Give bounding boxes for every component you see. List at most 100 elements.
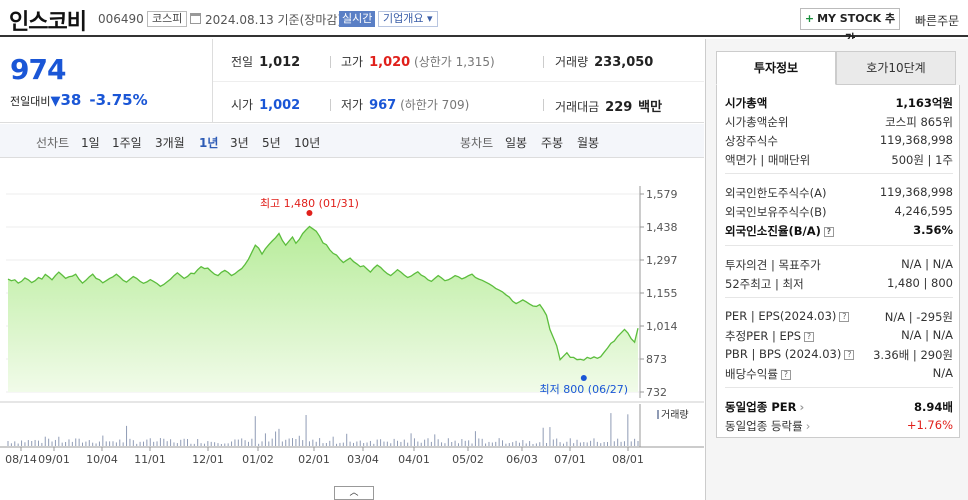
low-annotation: 최저 800 (06/27) xyxy=(540,383,629,396)
section-divider xyxy=(725,173,953,174)
price-chart[interactable]: 1,579 1,438 1,297 1,155 1,014 873 732 최고 1,480… xyxy=(0,158,704,500)
help-icon[interactable]: ? xyxy=(839,312,850,322)
info-key: 추정PER | EPS? xyxy=(725,328,815,344)
info-row: 동일업종 PER › 8.94배 xyxy=(725,399,953,417)
stock-header: 인스코비 006490 코스피 2024.08.13 기준(장마감) 실시간 기… xyxy=(0,0,968,45)
info-key: 상장주식수 xyxy=(725,134,778,148)
down-triangle-icon: ▼ xyxy=(50,94,61,109)
tab-1day[interactable]: 1일 xyxy=(81,136,100,150)
company-overview-label: 기업개요 xyxy=(383,12,424,25)
chevron-right-icon[interactable]: › xyxy=(805,419,811,433)
info-value: 500원 | 1주 xyxy=(891,153,953,167)
info-key: PER | EPS(2024.03)? xyxy=(725,309,850,323)
prev-close-label: 전일 xyxy=(231,55,254,69)
info-key: 동일업종 PER › xyxy=(725,400,805,414)
price-chart-svg: 1,579 1,438 1,297 1,155 1,014 873 732 최고 1,480… xyxy=(0,186,704,466)
divider xyxy=(213,81,704,82)
lower-limit: (하한가 709) xyxy=(400,98,470,112)
amount-value: 229 xyxy=(605,100,633,115)
tab-daily-candle[interactable]: 일봉 xyxy=(505,136,528,150)
y-tick-label: 732 xyxy=(646,386,667,399)
add-mystock-button[interactable]: +MY STOCK 추가 xyxy=(800,8,900,45)
help-icon[interactable]: ? xyxy=(780,370,791,380)
company-overview-dropdown[interactable]: 기업개요 ▾ xyxy=(378,11,438,27)
tab-monthly-candle[interactable]: 월봉 xyxy=(577,136,600,150)
quick-order-link[interactable]: 빠른주문 xyxy=(915,14,960,28)
info-row: 상장주식수 119,368,998 xyxy=(725,133,953,151)
change-label: 전일대비 xyxy=(10,95,51,108)
change-percent: -3.75% xyxy=(89,91,148,109)
divider xyxy=(212,39,213,123)
open-value: 1,002 xyxy=(259,98,301,113)
stock-code: 006490 xyxy=(98,12,144,26)
info-row: 외국인소진율(B/A)? 3.56% xyxy=(725,223,953,241)
tab-1week[interactable]: 1주일 xyxy=(112,136,142,150)
current-price: 974 xyxy=(10,53,66,86)
prev-close-value: 1,012 xyxy=(259,55,301,70)
info-key: 시가총액순위 xyxy=(725,115,789,129)
y-tick-label: 1,155 xyxy=(646,287,678,300)
info-key: 외국인보유주식수(B) xyxy=(725,205,827,219)
trade-amount: 거래대금 229 백만 xyxy=(555,96,662,115)
info-key: 시가총액 xyxy=(725,96,768,110)
chevron-right-icon[interactable]: › xyxy=(799,400,805,414)
chart-period-tabs: 선차트 1일 1주일 3개월 1년 3년 5년 10년 봉차트 일봉 주봉 월봉 xyxy=(0,124,704,158)
x-tick-label: 06/03 xyxy=(506,453,538,466)
help-icon[interactable]: ? xyxy=(844,350,855,360)
section-divider xyxy=(725,297,953,298)
help-icon[interactable]: ? xyxy=(823,227,834,237)
low-label: 저가 xyxy=(341,98,364,112)
info-row: PER | EPS(2024.03)? N/A | -295원 xyxy=(725,309,953,327)
upper-limit: (상한가 1,315) xyxy=(414,55,495,69)
amount-label: 거래대금 xyxy=(555,100,600,114)
date-basis: 2024.08.13 기준(장마감) xyxy=(205,13,343,27)
collapse-chart-button[interactable]: ︿ xyxy=(334,486,374,500)
info-value: 3.56% xyxy=(913,223,953,237)
info-row: 액면가 | 매매단위 500원 | 1주 xyxy=(725,152,953,170)
tab-5year[interactable]: 5년 xyxy=(262,136,281,150)
info-key: 외국인소진율(B/A)? xyxy=(725,223,834,239)
info-value: N/A xyxy=(932,366,953,380)
tab-investment-info[interactable]: 투자정보 xyxy=(716,51,836,85)
high-value: 1,020 xyxy=(369,55,411,70)
help-icon[interactable]: ? xyxy=(804,332,815,342)
tab-3year[interactable]: 3년 xyxy=(230,136,249,150)
y-tick-label: 1,579 xyxy=(646,188,678,201)
info-value: 119,368,998 xyxy=(879,185,953,199)
volume: 거래량 233,050 xyxy=(555,53,653,70)
separator xyxy=(330,56,331,68)
info-row: PBR | BPS (2024.03)? 3.36배 | 290원 xyxy=(725,347,953,365)
x-tick-label: 04/01 xyxy=(398,453,430,466)
info-value: 코스피 865위 xyxy=(885,115,953,129)
y-tick-label: 873 xyxy=(646,353,667,366)
info-value: 8.94배 xyxy=(914,400,953,414)
tab-order-book[interactable]: 호가10단계 xyxy=(836,51,956,85)
info-key: 52주최고 | 최저 xyxy=(725,277,804,291)
info-key: 투자의견 | 목표주가 xyxy=(725,258,821,272)
separator xyxy=(543,99,544,111)
info-row: 추정PER | EPS? N/A | N/A xyxy=(725,328,953,346)
tab-3month[interactable]: 3개월 xyxy=(155,136,185,150)
low-marker xyxy=(580,375,587,381)
x-tick-label: 12/01 xyxy=(192,453,224,466)
info-row: 52주최고 | 최저 1,480 | 800 xyxy=(725,276,953,294)
info-row: 배당수익률? N/A xyxy=(725,366,953,384)
x-tick-label: 02/01 xyxy=(298,453,330,466)
tab-weekly-candle[interactable]: 주봉 xyxy=(541,136,564,150)
day-high: 고가 1,020 (상한가 1,315) xyxy=(341,53,495,70)
info-key: 배당수익률? xyxy=(725,366,791,382)
volume-value: 233,050 xyxy=(594,55,654,70)
tab-1year[interactable]: 1년 xyxy=(199,136,219,150)
volume-label: 거래량 xyxy=(555,55,589,69)
realtime-badge: 실시간 xyxy=(339,11,376,27)
x-tick-label: 03/04 xyxy=(347,453,379,466)
info-value: 1,163억원 xyxy=(895,96,953,110)
separator xyxy=(543,56,544,68)
section-divider xyxy=(725,245,953,246)
y-tick-label: 1,297 xyxy=(646,254,678,267)
info-row: 시가총액 1,163억원 xyxy=(725,95,953,113)
x-tick-label: 08/01 xyxy=(612,453,644,466)
tab-10year[interactable]: 10년 xyxy=(294,136,321,150)
info-value: 3.36배 | 290원 xyxy=(873,348,953,362)
info-row: 외국인보유주식수(B) 4,246,595 xyxy=(725,204,953,222)
